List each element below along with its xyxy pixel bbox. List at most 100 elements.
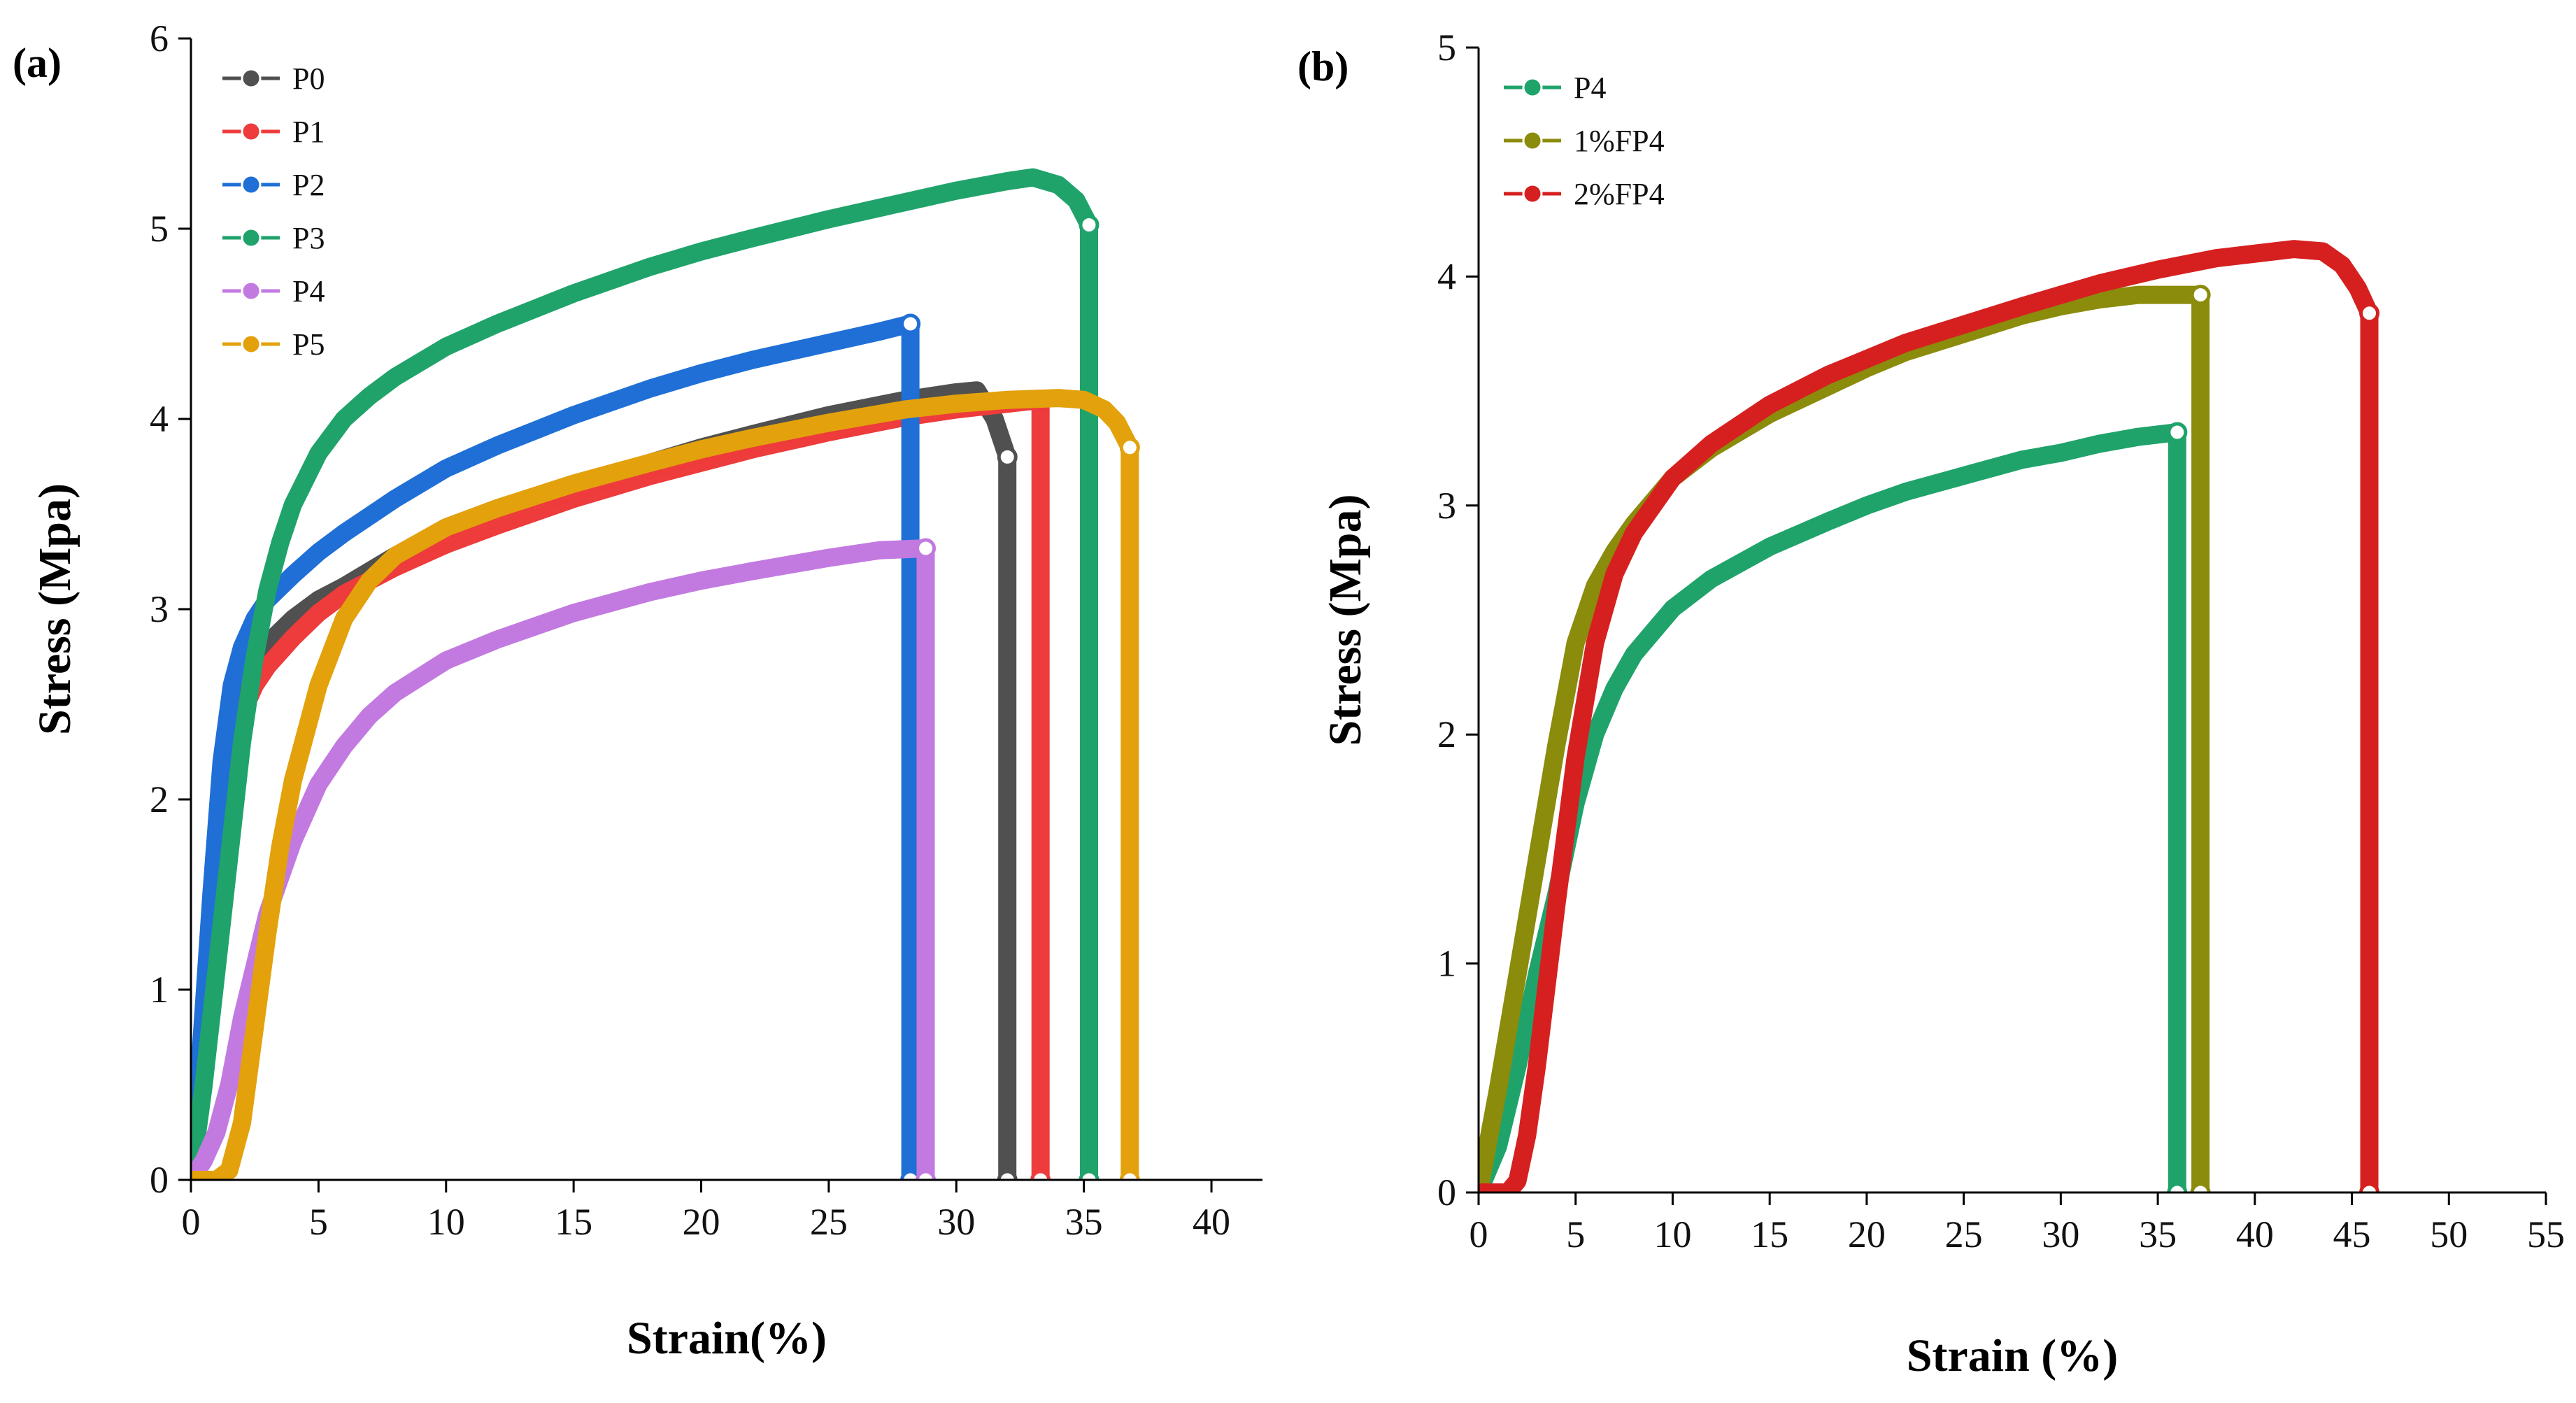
series-P4 bbox=[191, 538, 937, 1180]
panel-b-x-tick-label: 40 bbox=[2236, 1213, 2274, 1255]
series-line-P4 bbox=[1479, 430, 2179, 1192]
panel-b-y-tick-label: 3 bbox=[1437, 485, 1456, 527]
legend-swatch-marker-P4 bbox=[241, 280, 262, 301]
panel-b-y-tick-label: 0 bbox=[1437, 1171, 1456, 1213]
panel-a-label: (a) bbox=[13, 40, 62, 86]
legend-item-1%FP4: 1%FP4 bbox=[1504, 124, 1665, 158]
panel-b-x-tick-label: 25 bbox=[1945, 1213, 1983, 1255]
panel-b-x-tick-label: 55 bbox=[2527, 1213, 2565, 1255]
series-2%FP4 bbox=[1479, 240, 2380, 1192]
series-band-P5 bbox=[191, 389, 1139, 1180]
panel-a-y-tick-label: 1 bbox=[150, 969, 169, 1011]
panel-b-x-tick-label: 10 bbox=[1653, 1213, 1691, 1255]
legend-swatch-marker-P1 bbox=[241, 121, 262, 142]
panel-a-x-tick-label: 5 bbox=[309, 1201, 328, 1243]
legend-swatch-marker-P5 bbox=[241, 334, 262, 355]
panel-a-x-tick-label: 25 bbox=[810, 1201, 848, 1243]
panel-a-y-tick-label: 3 bbox=[150, 588, 169, 630]
legend-label-P2: P2 bbox=[292, 168, 325, 202]
series-line-P2 bbox=[191, 322, 912, 1180]
legend-item-P5: P5 bbox=[222, 327, 325, 362]
series-end-marker-P0-0 bbox=[997, 446, 1018, 467]
legend-item-P3: P3 bbox=[222, 221, 325, 255]
series-end-marker-2%FP4-0 bbox=[2359, 303, 2380, 324]
series-end-marker-P0-1 bbox=[997, 1169, 1018, 1180]
panel-b-y-axis-title: Stress (Mpa) bbox=[1320, 494, 1371, 746]
legend-item-P4: P4 bbox=[222, 274, 325, 308]
series-line-2%FP4 bbox=[1479, 248, 2371, 1192]
panel-a-x-tick-label: 15 bbox=[555, 1201, 592, 1243]
legend-label-P3: P3 bbox=[292, 221, 325, 255]
panel-b-x-tick-label: 30 bbox=[2042, 1213, 2079, 1255]
legend-label-P1: P1 bbox=[292, 115, 325, 149]
panel-a-x-tick-label: 10 bbox=[427, 1201, 465, 1243]
series-end-marker-P3-0 bbox=[1079, 215, 1100, 236]
panel-a-y-axis-title: Stress (Mpa) bbox=[29, 483, 80, 735]
series-end-marker-P2-0 bbox=[900, 313, 921, 334]
series-end-marker-1%FP4-0 bbox=[2190, 285, 2211, 306]
series-line-P5 bbox=[191, 397, 1132, 1180]
panel-a-x-tick-label: 30 bbox=[937, 1201, 975, 1243]
legend-label-P0: P0 bbox=[292, 62, 325, 96]
panel-b-x-tick-label: 0 bbox=[1470, 1213, 1488, 1255]
series-band-2%FP4 bbox=[1479, 240, 2379, 1192]
series-P3 bbox=[191, 168, 1100, 1180]
panel-a-y-tick-label: 0 bbox=[150, 1159, 169, 1201]
series-end-marker-P5-0 bbox=[1119, 437, 1140, 458]
panel-b-y-tick-label: 2 bbox=[1437, 713, 1456, 755]
panel-b-y-tick-label: 5 bbox=[1437, 27, 1456, 69]
series-end-marker-P4-1 bbox=[2167, 1182, 2188, 1192]
legend-label-P5: P5 bbox=[292, 327, 325, 362]
series-P4 bbox=[1479, 422, 2188, 1192]
legend-label-P4: P4 bbox=[292, 274, 325, 308]
panel-a-y-tick-label: 6 bbox=[150, 17, 169, 59]
panel-b-x-tick-label: 45 bbox=[2333, 1213, 2371, 1255]
legend-item-P4: P4 bbox=[1504, 71, 1606, 105]
series-band-P4 bbox=[191, 539, 935, 1180]
legend-label-P4: P4 bbox=[1574, 71, 1606, 105]
panel-b-label: (b) bbox=[1297, 43, 1349, 90]
series-line-P3 bbox=[191, 176, 1090, 1180]
legend-item-2%FP4: 2%FP4 bbox=[1504, 177, 1665, 211]
panel-a-x-tick-label: 20 bbox=[683, 1201, 720, 1243]
legend-swatch-marker-P3 bbox=[241, 227, 262, 248]
panel-a-x-tick-label: 35 bbox=[1065, 1201, 1103, 1243]
panel-a-x-tick-label: 40 bbox=[1193, 1201, 1230, 1243]
panel-b-y-tick-label: 4 bbox=[1437, 255, 1456, 297]
legend-label-2%FP4: 2%FP4 bbox=[1574, 177, 1665, 211]
series-end-marker-P3-1 bbox=[1079, 1169, 1100, 1180]
legend-item-P1: P1 bbox=[222, 115, 325, 149]
legend-swatch-marker-1%FP4 bbox=[1522, 130, 1543, 151]
series-line-P4 bbox=[191, 546, 927, 1180]
panel-a-y-tick-label: 5 bbox=[150, 208, 169, 250]
panel-b-x-tick-label: 15 bbox=[1751, 1213, 1788, 1255]
series-band-P4 bbox=[1479, 423, 2186, 1192]
series-end-marker-P5-1 bbox=[1119, 1169, 1140, 1180]
series-end-marker-P4-0 bbox=[916, 538, 937, 559]
legend-item-P2: P2 bbox=[222, 168, 325, 202]
series-end-marker-P4-0 bbox=[2167, 422, 2188, 443]
panel-a: 0 5 10 15 20 25 30 35 40 0 1 2 3 4 5 6 Strain(%) Stress (… bbox=[13, 17, 1262, 1364]
panel-b-x-tick-label: 50 bbox=[2430, 1213, 2468, 1255]
series-end-marker-1%FP4-1 bbox=[2190, 1182, 2211, 1192]
series-end-marker-2%FP4-1 bbox=[2359, 1182, 2380, 1192]
series-P2 bbox=[191, 313, 921, 1180]
legend-swatch-marker-2%FP4 bbox=[1522, 183, 1543, 204]
series-end-marker-P2-1 bbox=[900, 1169, 921, 1180]
legend-swatch-marker-P2 bbox=[241, 174, 262, 195]
panel-a-x-tick-label: 0 bbox=[182, 1201, 201, 1243]
series-P5 bbox=[191, 389, 1140, 1180]
series-end-marker-P1-1 bbox=[1030, 1169, 1051, 1180]
legend-item-P0: P0 bbox=[222, 62, 325, 96]
panel-a-y-tick-label: 4 bbox=[150, 398, 169, 440]
panel-b-y-tick-label: 1 bbox=[1437, 943, 1456, 985]
legend-label-1%FP4: 1%FP4 bbox=[1574, 124, 1665, 158]
panel-b-x-tick-label: 35 bbox=[2139, 1213, 2177, 1255]
series-end-marker-P4-1 bbox=[916, 1169, 937, 1180]
panel-b-x-tick-label: 5 bbox=[1566, 1213, 1585, 1255]
panel-a-legend: P0 P1 P2 P3 P4 P5 bbox=[222, 62, 325, 362]
panel-a-x-axis-title: Strain(%) bbox=[627, 1313, 827, 1364]
